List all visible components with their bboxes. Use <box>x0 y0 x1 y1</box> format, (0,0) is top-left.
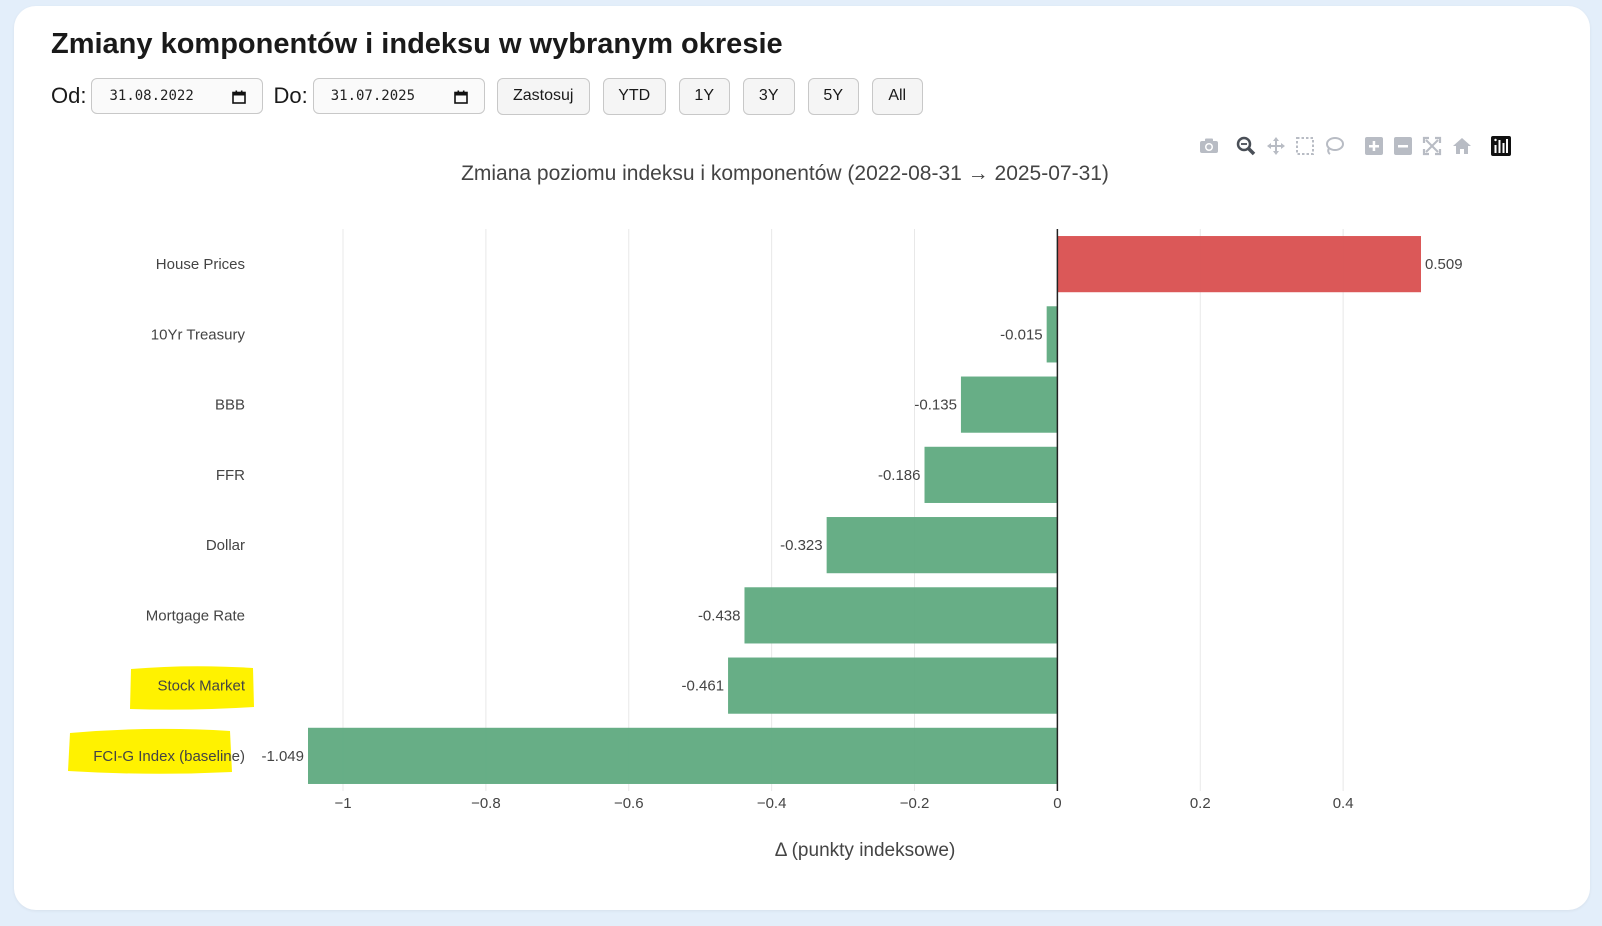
grid-layer <box>68 229 1344 791</box>
page-title: Zmiany komponentów i indeksu w wybranym … <box>51 28 783 60</box>
bar-value-label: 0.509 <box>1425 256 1463 273</box>
preset-5y-button[interactable]: 5Y <box>807 77 859 115</box>
calendar-icon[interactable] <box>232 90 247 104</box>
from-date-value: 31.08.2022 <box>109 88 194 104</box>
bar-dollar[interactable] <box>826 517 1058 574</box>
y-category-label: Mortgage Rate <box>146 607 245 624</box>
label-highlight <box>130 666 254 710</box>
plotly-logo-icon[interactable] <box>1490 135 1512 157</box>
y-category-label: Dollar <box>206 537 245 554</box>
y-category-label: 10Yr Treasury <box>151 326 246 343</box>
to-label: Do: <box>273 83 308 108</box>
calendar-icon[interactable] <box>453 90 468 104</box>
y-category-label: Stock Market <box>157 678 245 695</box>
date-controls: Od: 31.08.2022 Do: 31.07.2025 Zastosuj Y… <box>51 77 923 115</box>
bar-stock-market[interactable] <box>728 657 1058 714</box>
x-tick-label: −0.6 <box>614 795 644 812</box>
y-category-label: FFR <box>216 467 245 484</box>
x-tick-label: −0.2 <box>900 795 930 812</box>
x-tick-label: 0 <box>1053 795 1061 812</box>
chart-modebar <box>1200 135 1548 161</box>
bar-fci-g-index-baseline[interactable] <box>308 727 1058 784</box>
reset-axes-icon[interactable] <box>1451 135 1473 157</box>
zoom-in-icon[interactable] <box>1363 135 1385 157</box>
zoom-icon[interactable] <box>1235 135 1257 157</box>
label-layer: −1 −0.8 −0.6 −0.4 −0.2 0 0.2 0.4 0.509 House Pric… <box>93 256 1462 812</box>
x-tick-label: −0.4 <box>757 795 787 812</box>
from-date-input[interactable]: 31.08.2022 <box>91 78 264 114</box>
pan-icon[interactable] <box>1265 135 1287 157</box>
label-highlight <box>68 728 232 774</box>
bar-10yr-treasury[interactable] <box>1046 306 1058 363</box>
y-category-label: House Prices <box>156 256 245 273</box>
autoscale-icon[interactable] <box>1421 135 1443 157</box>
x-tick-label: 0.2 <box>1190 795 1211 812</box>
zoom-out-icon[interactable] <box>1392 135 1414 157</box>
bar-value-label: -0.438 <box>698 607 741 624</box>
x-tick-label: −1 <box>334 795 351 812</box>
from-label: Od: <box>51 83 87 108</box>
x-axis-title: Δ (punkty indeksowe) <box>775 840 956 861</box>
apply-button[interactable]: Zastosuj <box>496 77 590 115</box>
bar-value-label: -0.186 <box>878 467 921 484</box>
bar-value-label: -0.323 <box>780 537 823 554</box>
lasso-icon[interactable] <box>1323 135 1345 157</box>
chart-title: Zmiana poziomu indeksu i komponentów (20… <box>461 162 1109 185</box>
bar-bbb[interactable] <box>960 376 1058 433</box>
bar-layer <box>308 229 1421 791</box>
x-tick-label: 0.4 <box>1333 795 1354 812</box>
y-category-label: BBB <box>215 397 245 414</box>
bar-value-label: -0.135 <box>914 397 957 414</box>
to-date-value: 31.07.2025 <box>330 88 416 104</box>
bar-value-label: -0.461 <box>682 678 725 695</box>
preset-ytd-button[interactable]: YTD <box>602 77 666 115</box>
bar-mortgage-rate[interactable] <box>744 587 1058 644</box>
bar-house-prices[interactable] <box>1057 236 1421 293</box>
box-select-icon[interactable] <box>1294 135 1316 157</box>
preset-3y-button[interactable]: 3Y <box>742 77 795 115</box>
y-category-label: FCI-G Index (baseline) <box>93 748 245 765</box>
bar-value-label: -0.015 <box>1000 326 1043 343</box>
camera-icon[interactable] <box>1198 135 1220 157</box>
x-tick-label: −0.8 <box>471 795 501 812</box>
preset-all-button[interactable]: All <box>871 77 923 115</box>
preset-1y-button[interactable]: 1Y <box>678 77 730 115</box>
bar-ffr[interactable] <box>924 446 1058 503</box>
bar-value-label: -1.049 <box>261 748 304 765</box>
to-date-input[interactable]: 31.07.2025 <box>312 78 485 114</box>
